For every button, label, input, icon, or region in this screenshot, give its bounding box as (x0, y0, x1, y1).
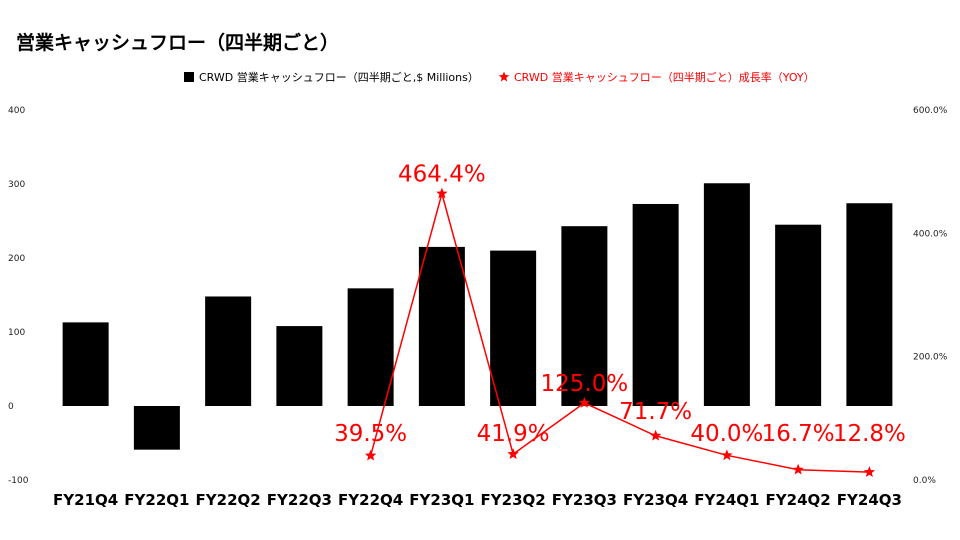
bar (775, 224, 822, 406)
bar (205, 296, 252, 406)
legend-swatch-bar (184, 72, 194, 82)
category-label: FY22Q2 (196, 491, 261, 509)
bar (276, 326, 323, 406)
growth-data-label: 40.0% (690, 421, 763, 447)
bar (133, 406, 180, 450)
bar (846, 203, 893, 406)
right-tick-label: 200.0% (913, 353, 948, 363)
legend-label-line: CRWD 営業キャッシュフロー（四半期ごと）成長率（YOY） (514, 70, 815, 84)
growth-point (863, 466, 876, 477)
left-tick-label: 400 (8, 106, 25, 116)
bar (561, 226, 608, 406)
category-label: FY23Q1 (409, 491, 474, 509)
left-tick-label: 300 (8, 180, 25, 190)
growth-point (649, 429, 662, 441)
growth-point (507, 448, 519, 460)
growth-data-label: 41.9% (477, 421, 550, 447)
growth-point (436, 187, 448, 199)
growth-point (364, 449, 377, 461)
growth-data-label: 125.0% (541, 371, 629, 397)
growth-data-label: 12.8% (833, 421, 906, 447)
growth-point (721, 449, 733, 461)
growth-data-label: 464.4% (398, 162, 486, 188)
right-tick-label: 600.0% (913, 106, 948, 116)
category-axis: FY21Q4 FY22Q1 FY22Q2 FY22Q3 FY22Q4 FY23Q1 FY23… (53, 491, 902, 509)
right-axis: 0.0% 200.0% 400.0% 600.0% (913, 106, 948, 486)
right-tick-label: 0.0% (913, 476, 936, 486)
growth-data-label: 16.7% (762, 421, 835, 447)
category-label: FY22Q4 (338, 491, 403, 509)
bar (418, 246, 465, 406)
bar (703, 183, 750, 406)
growth-data-label: 39.5% (334, 421, 407, 447)
growth-data-label: 71.7% (619, 399, 692, 425)
left-tick-label: 0 (8, 402, 14, 412)
left-tick-label: 100 (8, 328, 25, 338)
bar-series (62, 183, 893, 450)
category-label: FY23Q3 (552, 491, 617, 509)
right-tick-label: 400.0% (913, 229, 948, 239)
bar (62, 322, 109, 406)
legend-label-bar: CRWD 営業キャッシュフロー（四半期ごと,$ Millions） (199, 70, 479, 84)
growth-line (369, 190, 870, 473)
category-label: FY24Q1 (694, 491, 759, 509)
category-label: FY21Q4 (53, 491, 118, 509)
left-tick-label: -100 (8, 476, 29, 486)
left-axis: -100 0 100 200 300 400 (8, 106, 29, 486)
bar (632, 203, 679, 406)
line-series: 39.5% 464.4% 41.9% 125.0%71.7%40.0%16.7%12.… (334, 162, 906, 477)
category-label: FY23Q2 (481, 491, 546, 509)
bar (490, 250, 537, 406)
bar (347, 288, 394, 406)
chart-title: 営業キャッシュフロー（四半期ごと） (16, 32, 340, 54)
category-label: FY22Q1 (124, 491, 189, 509)
growth-point (792, 463, 804, 475)
legend-swatch-line (498, 71, 510, 82)
category-label: FY23Q4 (623, 491, 688, 509)
category-label: FY22Q3 (267, 491, 332, 509)
left-tick-label: 200 (8, 254, 25, 264)
category-label: FY24Q2 (766, 491, 831, 509)
growth-point (578, 396, 591, 408)
category-label: FY24Q3 (837, 491, 902, 509)
legend: CRWD 営業キャッシュフロー（四半期ごと,$ Millions） CRWD 営業… (184, 70, 815, 84)
